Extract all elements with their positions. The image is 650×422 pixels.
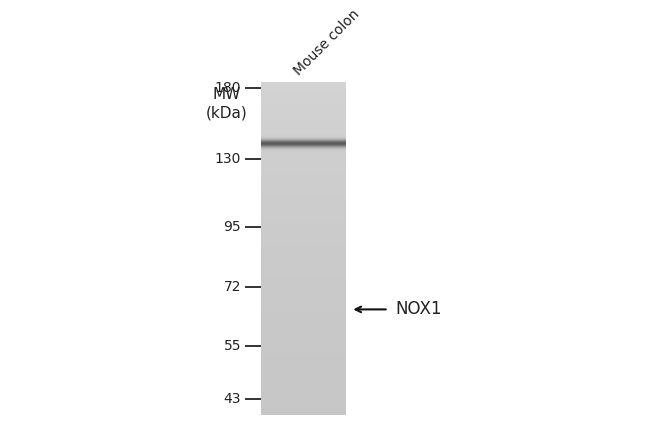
Text: NOX1: NOX1: [395, 300, 441, 319]
Text: MW
(kDa): MW (kDa): [205, 87, 247, 121]
Text: 95: 95: [224, 220, 241, 234]
Text: 72: 72: [224, 280, 241, 294]
Text: 55: 55: [224, 339, 241, 353]
Text: 180: 180: [214, 81, 241, 95]
Text: 130: 130: [214, 151, 241, 165]
Text: Mouse colon: Mouse colon: [291, 7, 362, 78]
Text: 43: 43: [224, 392, 241, 406]
